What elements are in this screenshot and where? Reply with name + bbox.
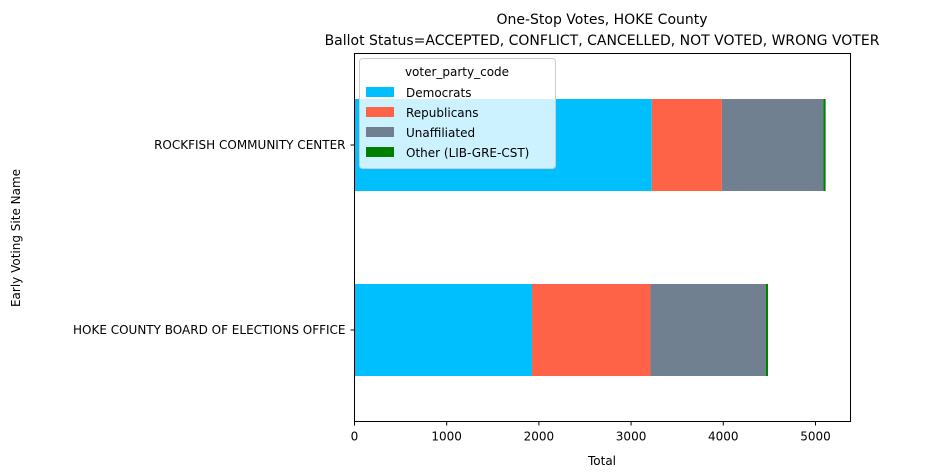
x-tick-label: 5000: [800, 430, 831, 444]
legend-label: Republicans: [406, 106, 479, 120]
y-axis-label: Early Voting Site Name: [9, 169, 23, 307]
x-tick-label: 1000: [431, 430, 462, 444]
legend-swatch: [366, 147, 394, 157]
legend-swatch: [366, 87, 394, 97]
bar-republicans-0: [532, 284, 650, 376]
x-axis-label: Total: [587, 454, 616, 468]
chart-title: One-Stop Votes, HOKE County: [496, 12, 707, 28]
bar-other-lib-gre-cst--1: [823, 99, 825, 191]
x-tick-label: 4000: [708, 430, 739, 444]
legend-label: Other (LIB-GRE-CST): [406, 146, 529, 160]
y-tick-label: HOKE COUNTY BOARD OF ELECTIONS OFFICE: [73, 323, 346, 337]
x-tick-label: 2000: [524, 430, 555, 444]
legend-label: Unaffiliated: [406, 126, 475, 140]
legend: voter_party_code Democrats Republicans Una…: [360, 59, 556, 169]
bar-democrats-0: [355, 284, 532, 376]
x-tick-label: 3000: [616, 430, 647, 444]
legend-title: voter_party_code: [405, 65, 509, 79]
bar-unaffiliated-1: [722, 99, 823, 191]
bar-other-lib-gre-cst--0: [766, 284, 768, 376]
bar-republicans-1: [652, 99, 722, 191]
chart-subtitle: Ballot Status=ACCEPTED, CONFLICT, CANCEL…: [325, 33, 880, 49]
legend-label: Democrats: [406, 86, 472, 100]
bar-unaffiliated-0: [650, 284, 765, 376]
y-axis-ticks: HOKE COUNTY BOARD OF ELECTIONS OFFICE ROC…: [73, 138, 355, 337]
legend-swatch: [366, 107, 394, 117]
x-axis-ticks: 0 1000 2000 3000 4000 5000: [351, 422, 831, 444]
y-tick-label: ROCKFISH COMMUNITY CENTER: [154, 138, 345, 152]
x-tick-label: 0: [351, 430, 359, 444]
legend-swatch: [366, 127, 394, 137]
